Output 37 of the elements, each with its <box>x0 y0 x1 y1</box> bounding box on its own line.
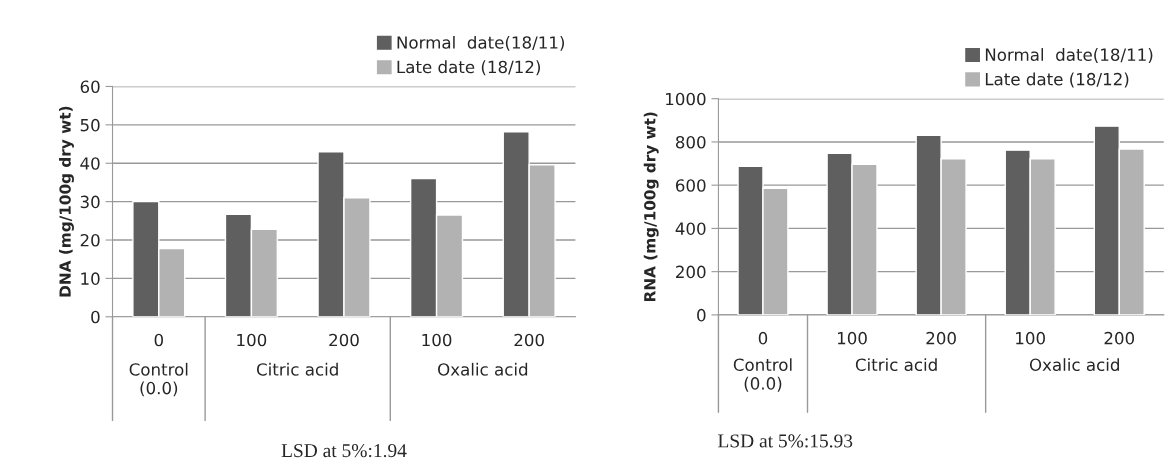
x-tick-label: 200 <box>926 331 956 345</box>
text: Citric acid <box>855 358 937 372</box>
x-tick-label: 0 <box>154 333 163 347</box>
x-tick-label: 100 <box>422 333 452 347</box>
legend-label: Late date (18/12) <box>985 72 1129 88</box>
text: Oxalic acid <box>1029 358 1119 372</box>
legend-label: Normal date(18/11) <box>985 48 1153 63</box>
y-tick-label: 50 <box>80 118 100 132</box>
text: LSD at 5%:1.94 <box>281 444 407 458</box>
y-tick-label: 60 <box>80 80 100 94</box>
text: Citric acid <box>256 362 338 376</box>
x-tick-label: 100 <box>237 333 267 347</box>
y-tick-label: 1000 <box>666 92 706 106</box>
y-axis-title: RNA (mg/100g dry wt) <box>643 112 659 302</box>
text: Control (0.0) <box>733 358 792 392</box>
y-tick-label: 30 <box>80 195 100 209</box>
y-tick-label: 400 <box>675 222 706 235</box>
x-tick-label: 200 <box>1104 331 1135 345</box>
text: Oxalic acid <box>438 362 528 376</box>
y-tick-label: 600 <box>675 179 706 192</box>
y-tick-label: 0 <box>697 308 706 322</box>
text: LSD at 5%:15.93 <box>718 434 853 448</box>
text: Control (0.0) <box>129 362 188 397</box>
y-tick-label: 800 <box>675 135 706 149</box>
y-tick-label: 10 <box>81 272 100 285</box>
x-tick-label: 0 <box>758 331 768 345</box>
x-tick-label: 100 <box>837 331 867 345</box>
y-axis-title: DNA (mg/100g dry wt) <box>59 106 74 297</box>
x-tick-label: 200 <box>329 333 359 347</box>
x-tick-label: 200 <box>514 333 544 347</box>
legend-label: Late date (18/12) <box>397 60 540 76</box>
legend-label: Normal date(18/11) <box>397 35 565 51</box>
x-tick-label: 100 <box>1016 331 1045 345</box>
y-tick-label: 200 <box>676 265 706 279</box>
y-tick-label: 20 <box>80 233 100 247</box>
y-tick-label: 40 <box>80 157 100 170</box>
y-tick-label: 0 <box>91 310 100 324</box>
